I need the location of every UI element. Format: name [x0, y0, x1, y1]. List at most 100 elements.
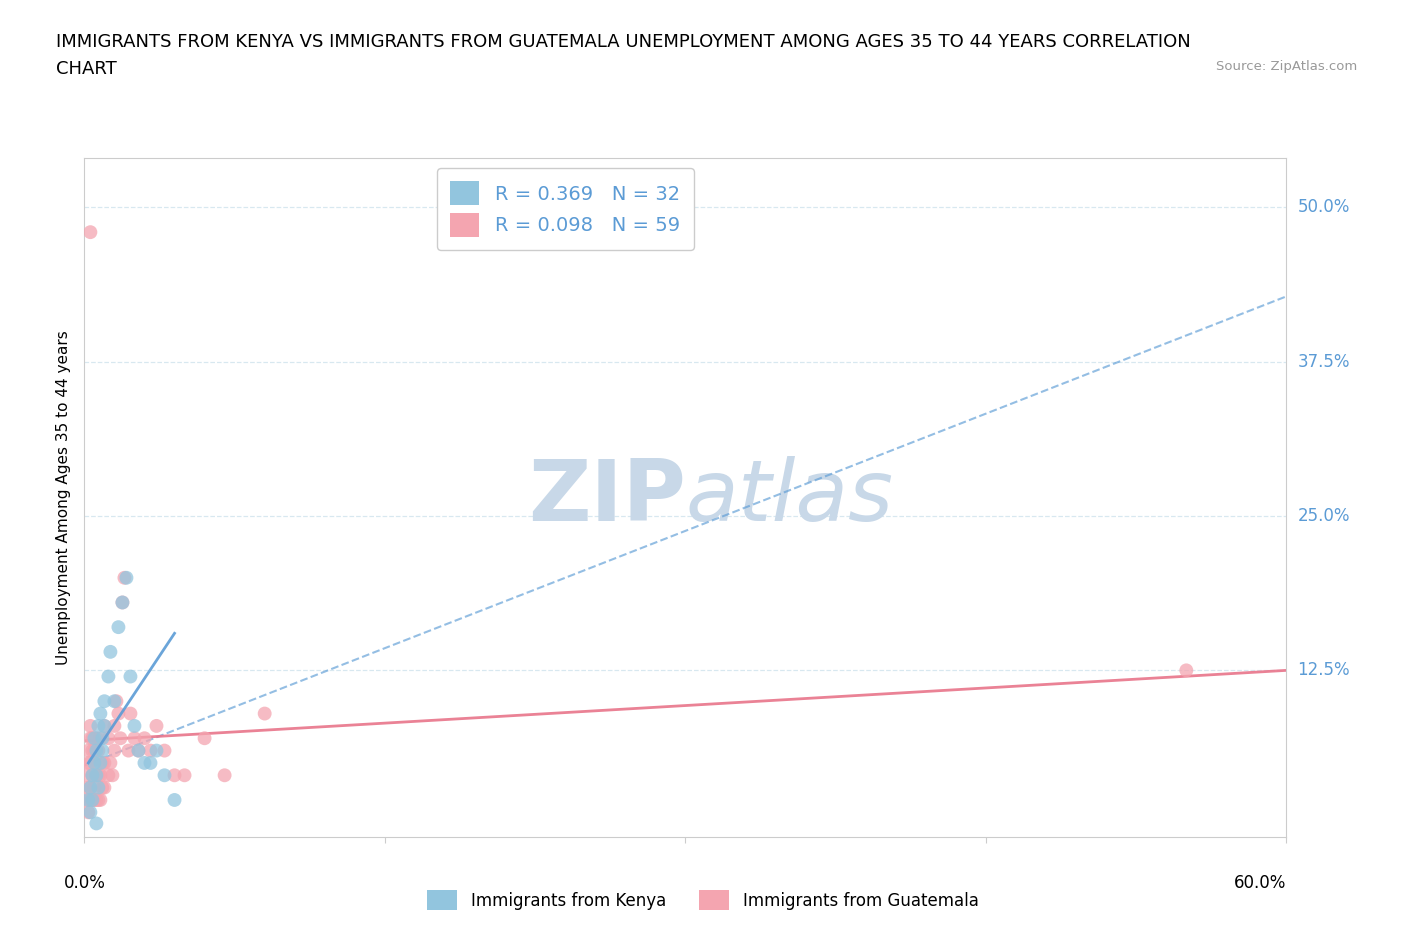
Point — [110, 731, 132, 746]
Point — [97, 731, 120, 746]
Point — [77, 755, 100, 770]
Legend: R = 0.369   N = 32, R = 0.098   N = 59: R = 0.369 N = 32, R = 0.098 N = 59 — [437, 167, 693, 250]
Point — [253, 706, 276, 721]
Point — [87, 792, 110, 807]
Text: 25.0%: 25.0% — [1298, 507, 1350, 525]
Point — [163, 792, 186, 807]
Text: atlas: atlas — [686, 456, 893, 539]
Point — [107, 706, 129, 721]
Text: 60.0%: 60.0% — [1234, 874, 1286, 893]
Point — [120, 706, 142, 721]
Point — [120, 669, 142, 684]
Point — [87, 768, 110, 783]
Point — [91, 743, 114, 758]
Point — [103, 743, 125, 758]
Point — [82, 768, 104, 783]
Point — [86, 743, 108, 758]
Point — [194, 731, 217, 746]
Point — [111, 595, 134, 610]
Point — [97, 669, 120, 684]
Point — [83, 780, 105, 795]
Text: Source: ZipAtlas.com: Source: ZipAtlas.com — [1216, 60, 1357, 73]
Point — [124, 719, 146, 734]
Text: 0.0%: 0.0% — [63, 874, 105, 893]
Point — [93, 780, 115, 795]
Point — [101, 768, 124, 783]
Point — [83, 755, 105, 770]
Point — [86, 768, 108, 783]
Point — [83, 731, 105, 746]
Point — [77, 743, 100, 758]
Point — [83, 792, 105, 807]
Point — [93, 719, 115, 734]
Text: 37.5%: 37.5% — [1298, 352, 1350, 371]
Text: 12.5%: 12.5% — [1298, 661, 1350, 679]
Point — [82, 731, 104, 746]
Point — [145, 719, 167, 734]
Point — [89, 792, 111, 807]
Point — [87, 719, 110, 734]
Point — [82, 743, 104, 758]
Point — [82, 792, 104, 807]
Point — [82, 792, 104, 807]
Point — [117, 743, 139, 758]
Point — [139, 743, 162, 758]
Point — [103, 694, 125, 709]
Point — [79, 804, 101, 819]
Y-axis label: Unemployment Among Ages 35 to 44 years: Unemployment Among Ages 35 to 44 years — [56, 330, 72, 665]
Point — [97, 768, 120, 783]
Point — [100, 644, 122, 659]
Point — [86, 768, 108, 783]
Point — [134, 731, 156, 746]
Point — [79, 719, 101, 734]
Point — [114, 570, 135, 585]
Point — [153, 768, 176, 783]
Point — [77, 792, 100, 807]
Text: IMMIGRANTS FROM KENYA VS IMMIGRANTS FROM GUATEMALA UNEMPLOYMENT AMONG AGES 35 TO: IMMIGRANTS FROM KENYA VS IMMIGRANTS FROM… — [56, 33, 1191, 50]
Point — [82, 768, 104, 783]
Point — [89, 706, 111, 721]
Point — [89, 755, 111, 770]
Point — [86, 731, 108, 746]
Point — [89, 731, 111, 746]
Point — [75, 792, 97, 807]
Point — [87, 780, 110, 795]
Point — [111, 595, 134, 610]
Point — [87, 743, 110, 758]
Point — [79, 780, 101, 795]
Point — [139, 755, 162, 770]
Point — [79, 755, 101, 770]
Point — [127, 743, 149, 758]
Point — [100, 755, 122, 770]
Point — [77, 780, 100, 795]
Point — [163, 768, 186, 783]
Point — [1175, 663, 1198, 678]
Point — [93, 719, 115, 734]
Point — [173, 768, 195, 783]
Point — [79, 731, 101, 746]
Point — [115, 570, 138, 585]
Point — [75, 768, 97, 783]
Text: CHART: CHART — [56, 60, 117, 78]
Legend: Immigrants from Kenya, Immigrants from Guatemala: Immigrants from Kenya, Immigrants from G… — [420, 884, 986, 917]
Point — [79, 792, 101, 807]
Point — [214, 768, 236, 783]
Point — [86, 816, 108, 830]
Point — [77, 804, 100, 819]
Point — [83, 755, 105, 770]
Point — [145, 743, 167, 758]
Point — [91, 780, 114, 795]
Point — [79, 780, 101, 795]
Point — [86, 792, 108, 807]
Point — [107, 619, 129, 634]
Point — [91, 755, 114, 770]
Point — [93, 694, 115, 709]
Point — [93, 755, 115, 770]
Point — [124, 731, 146, 746]
Point — [127, 743, 149, 758]
Point — [153, 743, 176, 758]
Point — [103, 719, 125, 734]
Point — [105, 694, 128, 709]
Point — [83, 743, 105, 758]
Text: 50.0%: 50.0% — [1298, 198, 1350, 217]
